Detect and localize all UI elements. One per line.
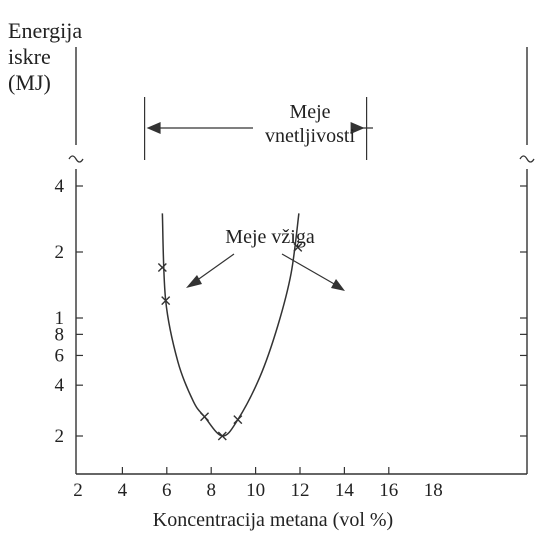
flammability-arrowhead-right	[350, 122, 365, 134]
left-axis-break	[68, 155, 84, 163]
y-axis-label-line-2: iskre	[8, 44, 51, 69]
ignition-limits-label: Meje vžiga	[225, 226, 315, 248]
x-tick-label: 2	[73, 480, 83, 501]
y-tick-label: 4	[55, 176, 65, 197]
y-ticks: 4 2 186 4 2	[55, 176, 527, 447]
data-points	[157, 242, 303, 441]
x-tick-label: 18	[424, 480, 443, 501]
y-tick-label: 2	[55, 242, 65, 263]
y-tick-label: 1	[55, 308, 65, 329]
y-tick-label: 6	[55, 345, 65, 366]
data-point-marker	[157, 262, 167, 272]
y-tick-label: 4	[55, 375, 65, 396]
x-tick-label: 14	[335, 480, 355, 501]
data-point-marker	[217, 431, 227, 441]
x-ticks: 2 4 6 8 10 12 14 16 18	[73, 467, 443, 501]
axes-frame	[68, 47, 535, 475]
x-tick-label: 8	[206, 480, 216, 501]
flammability-label-line-1: Meje	[289, 101, 330, 123]
ignition-arrowhead-left	[186, 275, 202, 288]
data-point-marker	[161, 296, 171, 306]
flammability-arrowhead-left	[146, 122, 161, 134]
y-axis-label-line-3: (MJ)	[8, 70, 51, 95]
ignition-arrow-right-line	[281, 253, 337, 286]
x-tick-label: 10	[246, 480, 265, 501]
x-tick-label: 12	[291, 480, 310, 501]
x-tick-label: 16	[379, 480, 398, 501]
ignition-arrowhead-right	[331, 279, 345, 291]
y-tick-label: 2	[55, 426, 65, 447]
y-axis-label-line-1: Energija	[8, 18, 83, 43]
data-point-marker	[200, 412, 210, 422]
data-point-marker	[293, 242, 303, 252]
data-point-marker	[233, 415, 243, 425]
flammability-label-line-2: vnetljivosti	[265, 125, 355, 147]
y-tick-label: 8	[55, 324, 65, 345]
ignition-arrow-left-line	[195, 253, 235, 282]
x-axis-label: Koncentracija metana (vol %)	[152, 509, 394, 531]
x-tick-label: 4	[118, 480, 128, 501]
right-axis-break	[519, 155, 535, 163]
x-tick-label: 6	[162, 480, 172, 501]
